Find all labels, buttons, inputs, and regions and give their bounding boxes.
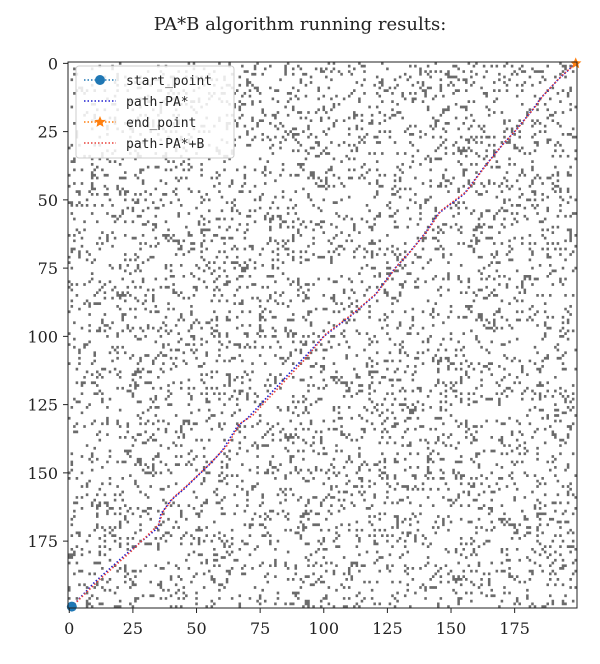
x-tick-label: 100 — [308, 619, 339, 638]
legend-circle-icon — [95, 75, 105, 85]
y-tick-label: 100 — [27, 327, 58, 346]
y-tick-label: 175 — [27, 532, 58, 551]
x-tick-label: 25 — [123, 619, 143, 638]
legend-label: end_point — [126, 116, 196, 131]
plot-frame — [67, 61, 578, 609]
path-layer — [71, 62, 577, 608]
series-path-pa-b-line — [71, 62, 577, 608]
x-tick-label: 0 — [64, 619, 74, 638]
y-tick-label: 0 — [48, 54, 58, 73]
y-tick-label: 25 — [38, 123, 58, 142]
y-tick-label: 150 — [27, 464, 58, 483]
x-tick-label: 50 — [186, 619, 206, 638]
tick-layer: 0 25 50 75 100 125 150 175 0 25 50 75 100 125 150 175 — [27, 54, 529, 638]
legend-label: path-PA* — [126, 95, 189, 110]
x-tick-label: 125 — [372, 619, 403, 638]
series-path-pa--line — [71, 62, 577, 608]
legend-star-icon — [94, 116, 106, 127]
end-point-marker — [570, 57, 582, 69]
x-tick-label: 175 — [499, 619, 530, 638]
y-tick-label: 75 — [38, 259, 58, 278]
x-tick-label: 150 — [436, 619, 467, 638]
chart-title: PA*B algorithm running results: — [153, 14, 447, 35]
legend: start_point path-PA* end_point path-PA*+B — [75, 65, 235, 159]
legend-label: start_point — [126, 74, 212, 89]
y-tick-label: 50 — [38, 191, 58, 210]
y-tick-label: 125 — [27, 396, 58, 415]
legend-box — [75, 65, 235, 159]
legend-label: path-PA*+B — [126, 137, 204, 152]
x-tick-label: 75 — [250, 619, 270, 638]
